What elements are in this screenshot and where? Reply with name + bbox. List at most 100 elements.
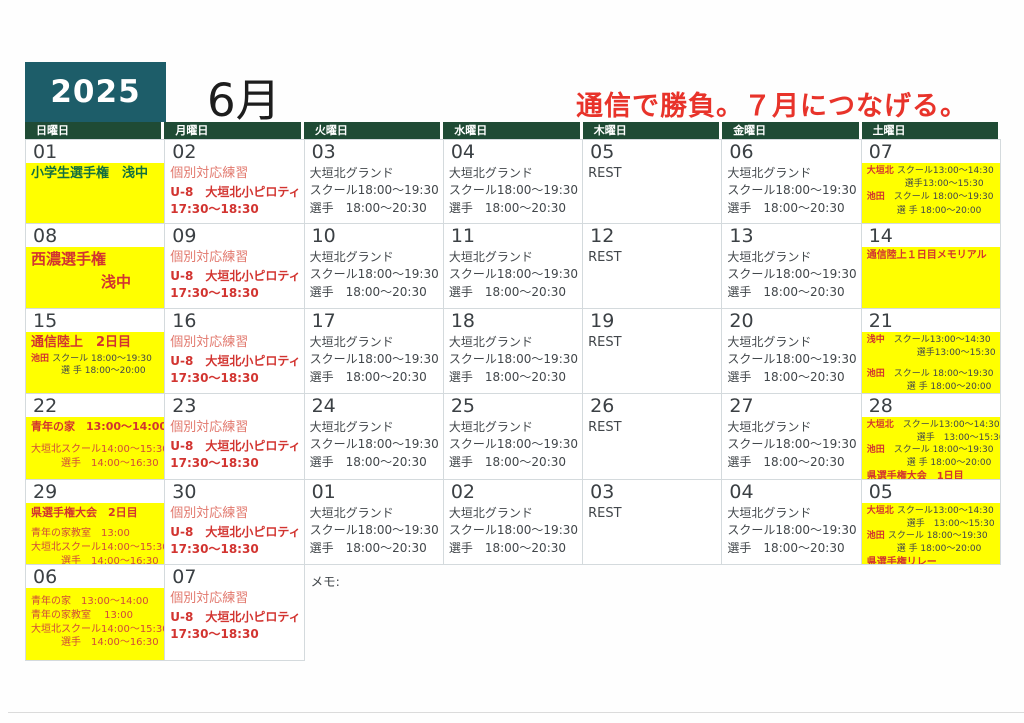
event-text: 選手 14:00〜16:30 xyxy=(61,637,159,649)
event-line: 選 手 18:00〜20:00 xyxy=(867,382,996,393)
day-content: 大垣北グランド スクール18:00〜19:30 選手 18:00〜20:30 xyxy=(305,503,443,564)
event-text: 池田 xyxy=(31,353,53,364)
day-cell: 09 個別対応練習 U-8 大垣北小ピロティ 17:30〜18:30 xyxy=(165,224,305,309)
day-cell: 19 REST xyxy=(583,309,723,394)
date-number: 02 xyxy=(172,141,197,163)
event-line: 大垣北スクール14:00〜15:30 xyxy=(31,542,164,555)
event-line: スクール18:00〜19:30 xyxy=(449,183,578,198)
event-text: 池田 xyxy=(866,445,885,456)
event-text: 選手 18:00〜20:30 xyxy=(309,454,427,469)
date-number: 29 xyxy=(33,481,58,503)
event-text: スクール18:00〜19:30 xyxy=(727,352,857,367)
event-text: 青年の家 13:00〜14:00 xyxy=(31,596,149,607)
event-line: 青年の家 13:00〜14:00 xyxy=(31,420,164,434)
event-text: 選手 18:00〜20:30 xyxy=(309,284,427,299)
day-cell: 04 大垣北グランド スクール18:00〜19:30 選手 18:00〜20:30 xyxy=(722,480,862,565)
event-line: 大垣北グランド xyxy=(310,420,439,435)
event-line: 大垣北グランド xyxy=(727,506,856,521)
event-text: 選手 18:00〜20:30 xyxy=(727,284,845,299)
event-text: 県選手権大会 2日目 xyxy=(31,506,138,519)
event-line: 選 手 18:00〜20:00 xyxy=(867,544,996,556)
event-line: U-8 大垣北小ピロティ xyxy=(170,610,300,625)
event-text: 青年の家教室 13:00 xyxy=(31,528,130,540)
day-cell: 14 通信陸上１日目メモリアル xyxy=(861,224,1001,309)
day-content: 大垣北グランド スクール18:00〜19:30 選手 18:00〜20:30 xyxy=(305,247,443,308)
day-cell: 06 大垣北グランド スクール18:00〜19:30 選手 18:00〜20:30 xyxy=(722,140,862,224)
event-line: 選手 18:00〜20:30 xyxy=(727,455,856,470)
event-line: REST xyxy=(588,166,717,183)
event-line: 選手 18:00〜20:30 xyxy=(449,285,578,300)
event-line: 大垣北グランド xyxy=(449,335,578,350)
event-text: 選手 18:00〜20:30 xyxy=(309,200,427,215)
event-text: 大垣北グランド xyxy=(309,166,394,180)
event-line: 選手 18:00〜20:30 xyxy=(449,541,578,556)
event-text: スクール 18:00〜19:30 xyxy=(884,445,994,456)
event-line: 浅中 xyxy=(31,273,160,292)
event-text: スクール18:00〜19:30 xyxy=(448,267,579,282)
event-line: 17:30〜18:30 xyxy=(170,286,299,301)
event-line: スクール18:00〜19:30 xyxy=(310,183,439,198)
event-line: スクール18:00〜19:30 xyxy=(310,437,439,452)
event-text: 大垣北グランド xyxy=(727,420,812,434)
date-number: 22 xyxy=(33,395,58,417)
event-line: 大垣北グランド xyxy=(310,166,439,181)
calendar-week: 08 西濃選手権 浅中 09 個別対応練習 U-8 大垣北小ピロティ 17:30〜18:30… xyxy=(26,224,1001,309)
event-line: 大垣北グランド xyxy=(449,420,578,435)
event-text: 県選手権リレー xyxy=(866,557,937,565)
event-line: 選手 18:00〜20:30 xyxy=(449,201,578,216)
day-content: 大垣北グランド スクール18:00〜19:30 選手 18:00〜20:30 xyxy=(722,247,860,308)
event-line: 17:30〜18:30 xyxy=(170,371,299,386)
event-highlight: 西濃選手権 浅中 xyxy=(26,247,165,308)
weekday-header: 木曜日 xyxy=(582,122,720,139)
date-number: 13 xyxy=(729,225,754,247)
day-cell: 07 個別対応練習 U-8 大垣北小ピロティ 17:30〜18:30 xyxy=(165,565,305,661)
event-line: 選手 14:00〜16:30 xyxy=(31,458,160,471)
day-cell: 03 REST xyxy=(583,480,723,565)
event-line: スクール18:00〜19:30 xyxy=(449,352,578,367)
event-text: 大垣北グランド xyxy=(448,250,533,264)
date-number: 04 xyxy=(450,141,476,163)
event-text: 選手 14:00〜16:30 xyxy=(61,457,159,469)
event-text: スクール18:00〜19:30 xyxy=(448,183,579,198)
event-text: 個別対応練習 xyxy=(170,420,249,435)
event-line: スクール18:00〜19:30 xyxy=(310,267,439,282)
event-line: REST xyxy=(588,420,717,437)
slogan-text: 通信で勝負。７月につなげる。 xyxy=(576,91,968,122)
event-text: 通信陸上 2日目 xyxy=(31,335,132,350)
event-text: 個別対応練習 xyxy=(170,506,249,521)
event-text: 選手 14:00〜16:30 xyxy=(61,555,159,565)
event-line: 選手 18:00〜20:30 xyxy=(449,455,578,470)
event-text: 17:30〜18:30 xyxy=(170,370,259,385)
weekday-header: 土曜日 xyxy=(861,122,998,139)
event-text: 個別対応練習 xyxy=(170,335,249,350)
day-cell: 17 大垣北グランド スクール18:00〜19:30 選手 18:00〜20:30 xyxy=(304,309,444,394)
event-line: 選手 14:00〜16:30 xyxy=(31,555,160,565)
event-text: U-8 大垣北小ピロティ xyxy=(170,438,301,453)
event-text: 大垣北スクール14:00〜15:30 xyxy=(31,623,166,635)
date-number: 07 xyxy=(868,141,893,163)
event-text: スクール 18:00〜19:30 xyxy=(52,353,152,364)
event-text: 通信陸上１日目メモリアル xyxy=(866,250,987,261)
event-text: スクール18:00〜19:30 xyxy=(309,267,439,282)
event-text: スクール13:00〜14:30 xyxy=(896,166,994,176)
event-highlight: 県選手権大会 2日目 青年の家教室 13:00 大垣北スクール14:00〜15:30… xyxy=(26,503,165,565)
memo-label: メモ: xyxy=(310,574,340,589)
event-text: 池田 xyxy=(866,531,888,542)
date-number: 06 xyxy=(729,141,754,163)
event-highlight: 通信陸上１日目メモリアル xyxy=(861,247,1000,308)
event-text: 選 手 18:00〜20:00 xyxy=(906,457,992,468)
event-text: 選手 18:00〜20:30 xyxy=(448,369,567,384)
day-content: 大垣北グランド スクール18:00〜19:30 選手 18:00〜20:30 xyxy=(722,417,860,479)
event-text: 大垣北 xyxy=(866,420,894,430)
event-text: 選手 18:00〜20:30 xyxy=(309,369,427,384)
event-line: 大垣北 スクール13:00〜14:30 xyxy=(867,166,996,178)
event-text: 選手13:00〜15:30 xyxy=(904,178,984,189)
day-cell: 15 通信陸上 2日目 池田 スクール 18:00〜19:30 選 手 18:00〜2… xyxy=(26,309,166,394)
event-text: 大垣北グランド xyxy=(727,506,812,520)
date-number: 16 xyxy=(172,310,197,332)
event-line: 選 手 18:00〜20:00 xyxy=(867,458,996,470)
event-line: U-8 大垣北小ピロティ xyxy=(170,269,300,284)
day-cell: 10 大垣北グランド スクール18:00〜19:30 選手 18:00〜20:30 xyxy=(304,224,444,309)
event-text: 大垣北スクール14:00〜15:30 xyxy=(31,444,166,456)
